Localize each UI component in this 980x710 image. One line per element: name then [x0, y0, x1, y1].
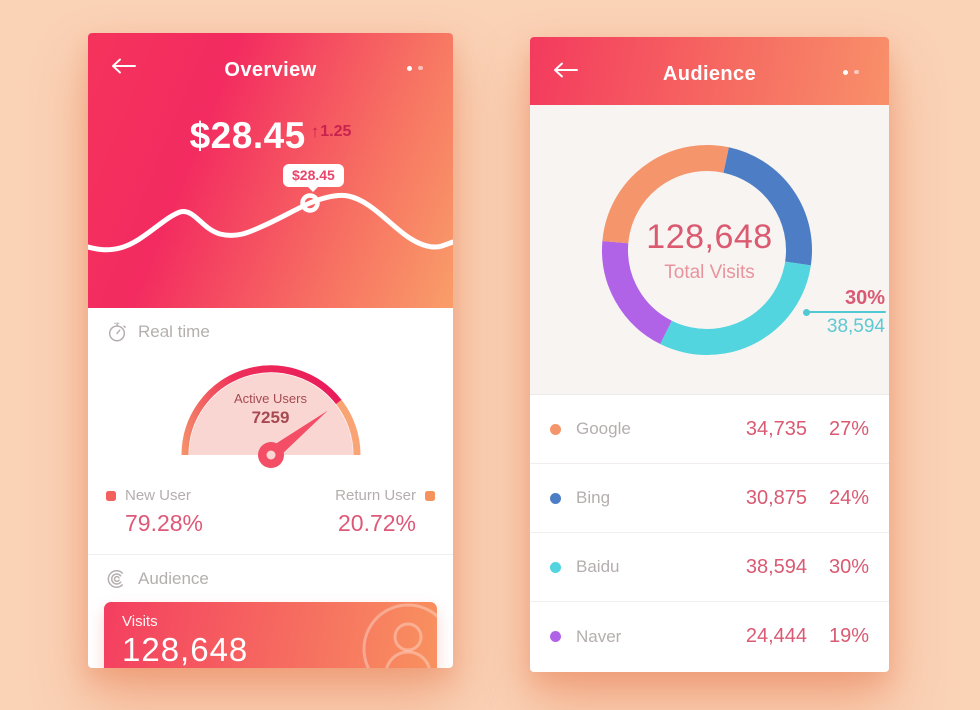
visits-label: Visits: [122, 613, 158, 630]
more-menu-button[interactable]: [843, 65, 869, 79]
callout-leader-line: [803, 308, 886, 316]
source-name: Bing: [576, 488, 611, 507]
new-user-stat: New User 79.28%: [106, 487, 203, 537]
date-tick[interactable]: 7 Jul: [149, 315, 175, 337]
gauge-title: Active Users: [234, 391, 307, 406]
google-dot-icon: [550, 423, 561, 435]
source-row-naver[interactable]: Naver 24,444 19%: [530, 602, 889, 671]
back-arrow-icon: [112, 58, 136, 74]
source-percent: 27%: [828, 417, 869, 440]
date-tick[interactable]: 11 Jul: [352, 315, 384, 337]
user-avatar-icon: [362, 603, 437, 668]
source-value: 38,594: [745, 555, 807, 578]
source-percent: 19%: [828, 625, 869, 647]
chart-marker[interactable]: [300, 193, 320, 213]
audience-screen: Audience 128,648 Total Visits 30% 38,594…: [530, 37, 889, 672]
user-split-stats: New User 79.28% Return User 20.72%: [88, 475, 453, 539]
source-value: 34,735: [745, 417, 807, 440]
source-row-bing[interactable]: Bing 30,875 24%: [530, 464, 889, 533]
source-list: Google 34,735 27% Bing 30,875 24% Baidu …: [530, 395, 889, 671]
date-tick[interactable]: 6 Jul: [101, 315, 127, 337]
donut-chart[interactable]: [530, 105, 889, 395]
source-value: 24,444: [745, 625, 807, 647]
date-tick-selected[interactable]: 10 Jul: [295, 315, 330, 337]
page-title: Overview: [224, 59, 317, 81]
audience-section-label: Audience: [138, 569, 209, 588]
new-user-value: 79.28%: [125, 510, 204, 536]
visits-card[interactable]: Visits 128,648: [104, 602, 437, 668]
donut-center-label: 128,648 Total Visits: [530, 218, 889, 284]
source-row-google[interactable]: Google 34,735 27%: [530, 395, 889, 464]
up-arrow-icon: ↑: [310, 122, 320, 141]
return-user-stat: Return User 20.72%: [335, 487, 435, 537]
audience-header: Audience: [530, 37, 889, 105]
line-chart[interactable]: [88, 163, 453, 288]
donut-panel: 128,648 Total Visits 30% 38,594: [530, 105, 889, 395]
gauge-fill: [188, 373, 353, 455]
date-tick[interactable]: 12 Jul: [407, 315, 440, 337]
source-value: 30,875: [745, 486, 807, 509]
delta-value: 1.25: [320, 123, 352, 140]
x-axis-dates: 6 Jul 7 Jul 8 Jul 9 Jul 10 Jul 11 Jul 12…: [88, 315, 453, 337]
gauge-chart: [181, 365, 361, 468]
gauge-arc-returnuser: [335, 399, 361, 456]
donut-segment-baidu[interactable]: [598, 141, 816, 359]
dot-icon: [854, 69, 859, 75]
source-name: Naver: [576, 626, 622, 646]
naver-dot-icon: [550, 631, 561, 642]
gauge-hub-hole: [266, 450, 275, 460]
baidu-dot-icon: [550, 561, 561, 573]
total-visits-value: 128,648: [646, 218, 773, 256]
audience-arcs-icon: [107, 570, 124, 588]
dot-icon: [407, 65, 412, 71]
overview-screen: Overview $28.45 ↑ 1.25 $28.45 6 Jul 7 Jul…: [88, 33, 453, 668]
section-divider: [88, 554, 453, 555]
callout-value: 38,594: [826, 316, 885, 337]
gauge-labels: Active Users 7259: [171, 391, 371, 428]
source-percent: 24%: [828, 486, 869, 509]
callout-percent: 30%: [844, 287, 885, 309]
active-users-gauge: Active Users 7259: [171, 355, 371, 475]
bing-dot-icon: [550, 492, 561, 504]
source-name: Baidu: [576, 557, 620, 576]
delta-badge: ↑ 1.25: [311, 122, 352, 142]
back-button[interactable]: [110, 57, 140, 81]
back-button[interactable]: [552, 61, 582, 85]
more-menu-button[interactable]: [407, 61, 433, 75]
headline-value-row: $28.45 ↑ 1.25: [88, 115, 453, 157]
return-user-swatch-icon: [425, 490, 435, 501]
chart-tooltip: $28.45: [283, 164, 344, 192]
date-tick[interactable]: 9 Jul: [246, 315, 272, 337]
return-user-value: 20.72%: [337, 510, 416, 536]
overview-hero: Overview $28.45 ↑ 1.25 $28.45 6 Jul 7 Jul…: [88, 33, 453, 329]
donut-segment-google[interactable]: [598, 141, 816, 359]
gauge-arc-newuser: [181, 365, 342, 456]
chart-line: [88, 192, 453, 253]
source-name: Google: [576, 419, 631, 438]
audience-section-header: Audience: [88, 555, 453, 596]
back-arrow-icon: [554, 62, 578, 78]
source-percent: 30%: [828, 555, 869, 578]
dot-icon: [843, 69, 848, 75]
source-row-baidu[interactable]: Baidu 38,594 30%: [530, 533, 889, 602]
headline-value: $28.45: [189, 115, 306, 156]
date-tick[interactable]: 8 Jul: [198, 315, 224, 337]
total-visits-label: Total Visits: [664, 262, 755, 283]
new-user-swatch-icon: [106, 490, 116, 501]
dot-icon: [418, 65, 423, 71]
gauge-value: 7259: [251, 408, 290, 427]
visits-value: 128,648: [122, 631, 249, 668]
return-user-label: Return User: [335, 487, 416, 504]
new-user-label: New User: [125, 487, 191, 504]
page-title: Audience: [662, 63, 757, 85]
